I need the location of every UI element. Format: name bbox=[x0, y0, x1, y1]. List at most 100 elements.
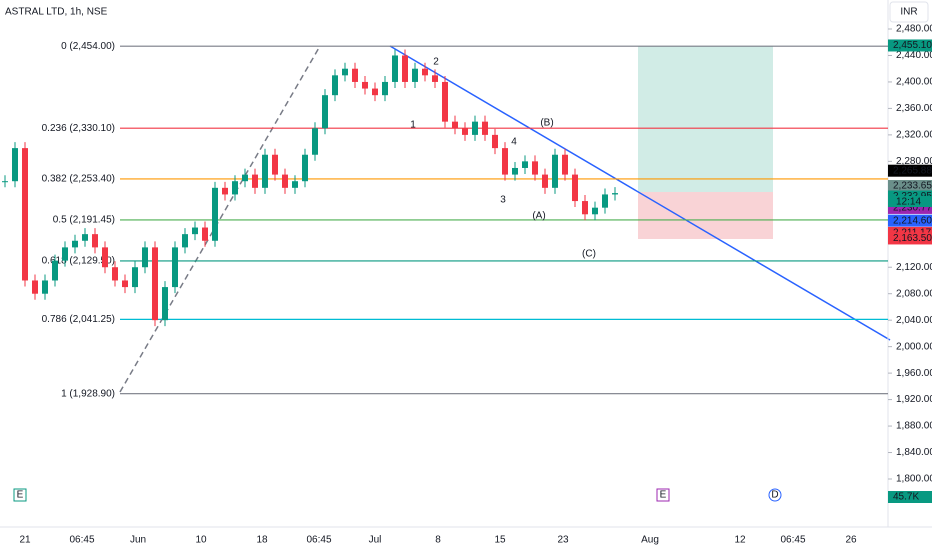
candle bbox=[42, 280, 48, 294]
candle bbox=[392, 55, 398, 82]
candle bbox=[602, 194, 608, 208]
price-tag-label: 2,265.88 bbox=[893, 165, 932, 176]
candle bbox=[82, 234, 88, 241]
x-tick-label: 06:45 bbox=[69, 535, 94, 546]
candle bbox=[572, 174, 578, 202]
y-tick-label: 2,440.00 bbox=[896, 50, 932, 61]
candle bbox=[472, 121, 478, 135]
price-tag-label: 2,455.10 bbox=[893, 40, 932, 51]
y-tick-label: 2,080.00 bbox=[896, 288, 932, 299]
candle bbox=[442, 81, 448, 122]
currency[interactable]: INR bbox=[900, 7, 917, 18]
y-tick-label: 1,800.00 bbox=[896, 474, 932, 485]
x-tick-label: 26 bbox=[845, 535, 857, 546]
x-tick-label: 8 bbox=[435, 535, 441, 546]
candle bbox=[362, 81, 368, 89]
candle bbox=[582, 201, 588, 215]
candle bbox=[12, 148, 18, 182]
y-tick-label: 2,480.00 bbox=[896, 24, 932, 35]
candle bbox=[212, 187, 218, 241]
candle bbox=[482, 121, 488, 135]
x-tick-label: 10 bbox=[195, 535, 207, 546]
fib-label: 1 (1,928.90) bbox=[61, 388, 115, 399]
candle bbox=[452, 121, 458, 129]
long-target-zone bbox=[638, 46, 773, 192]
wave-label: 1 bbox=[410, 120, 416, 131]
candle bbox=[612, 193, 618, 195]
candle bbox=[462, 128, 468, 135]
price-tag-label: 2,233.65 bbox=[893, 181, 932, 192]
y-tick-label: 2,000.00 bbox=[896, 341, 932, 352]
currency-button[interactable] bbox=[889, 1, 929, 23]
candle bbox=[502, 148, 508, 175]
wave-label: 3 bbox=[500, 195, 506, 206]
x-tick-label: 18 bbox=[256, 535, 268, 546]
y-tick-label: 2,120.00 bbox=[896, 262, 932, 273]
event-label: E bbox=[660, 490, 667, 501]
event-icon[interactable] bbox=[13, 488, 27, 502]
candle bbox=[322, 95, 328, 129]
fib-trend-line bbox=[119, 45, 321, 393]
candle bbox=[22, 148, 28, 281]
candle bbox=[152, 247, 158, 321]
volume-label: 45.7K bbox=[893, 492, 919, 503]
candle bbox=[52, 260, 58, 281]
y-tick-label: 1,840.00 bbox=[896, 447, 932, 458]
candle bbox=[352, 68, 358, 82]
candle bbox=[92, 234, 98, 248]
candle bbox=[142, 247, 148, 268]
y-tick-label: 2,320.00 bbox=[896, 130, 932, 141]
countdown: 12:14 bbox=[896, 197, 921, 208]
x-tick-label: Aug bbox=[641, 535, 659, 546]
y-tick-label: 2,400.00 bbox=[896, 77, 932, 88]
candle bbox=[552, 154, 558, 188]
event-icon[interactable] bbox=[656, 488, 670, 502]
wave-label: (C) bbox=[582, 249, 596, 260]
candle bbox=[312, 128, 318, 155]
candle bbox=[492, 134, 498, 149]
wave-label: (B) bbox=[540, 118, 553, 129]
candle bbox=[292, 181, 298, 188]
candle bbox=[62, 247, 68, 261]
candle bbox=[132, 267, 138, 288]
price-tag bbox=[888, 214, 932, 227]
x-tick-label: Jun bbox=[130, 535, 146, 546]
candle bbox=[422, 68, 428, 76]
candle bbox=[222, 187, 228, 195]
fib-label: 0 (2,454.00) bbox=[61, 41, 115, 52]
x-tick-label: 06:45 bbox=[306, 535, 331, 546]
candle bbox=[122, 280, 128, 288]
y-tick-label: 1,920.00 bbox=[896, 394, 932, 405]
candle bbox=[72, 240, 78, 248]
price-tag-label: 2,163.50 bbox=[893, 233, 932, 244]
x-tick-label: Jul bbox=[369, 535, 382, 546]
x-tick-label: 06:45 bbox=[780, 535, 805, 546]
candle bbox=[252, 174, 258, 188]
candle bbox=[272, 154, 278, 175]
y-tick-label: 1,880.00 bbox=[896, 421, 932, 432]
candle bbox=[112, 267, 118, 281]
x-tick-label: 15 bbox=[494, 535, 506, 546]
price-tag bbox=[888, 180, 932, 193]
candle bbox=[242, 174, 248, 182]
price-tag bbox=[888, 232, 932, 245]
volume-tag bbox=[888, 491, 932, 503]
symbol-title: ASTRAL LTD, 1h, NSE bbox=[5, 7, 108, 18]
candle bbox=[522, 161, 528, 168]
event-icon[interactable] bbox=[768, 488, 782, 502]
y-tick-label: 2,040.00 bbox=[896, 315, 932, 326]
candle bbox=[412, 68, 418, 82]
candle bbox=[562, 154, 568, 175]
x-tick-label: 12 bbox=[734, 535, 746, 546]
candle bbox=[432, 75, 438, 82]
candle bbox=[172, 247, 178, 288]
candle bbox=[202, 227, 208, 241]
candle bbox=[2, 181, 8, 183]
wave-label: (A) bbox=[532, 211, 545, 222]
candle bbox=[32, 280, 38, 294]
candle bbox=[162, 287, 168, 321]
wave-label: 2 bbox=[433, 57, 439, 68]
y-tick-label: 1,960.00 bbox=[896, 368, 932, 379]
trend-line bbox=[389, 45, 891, 341]
